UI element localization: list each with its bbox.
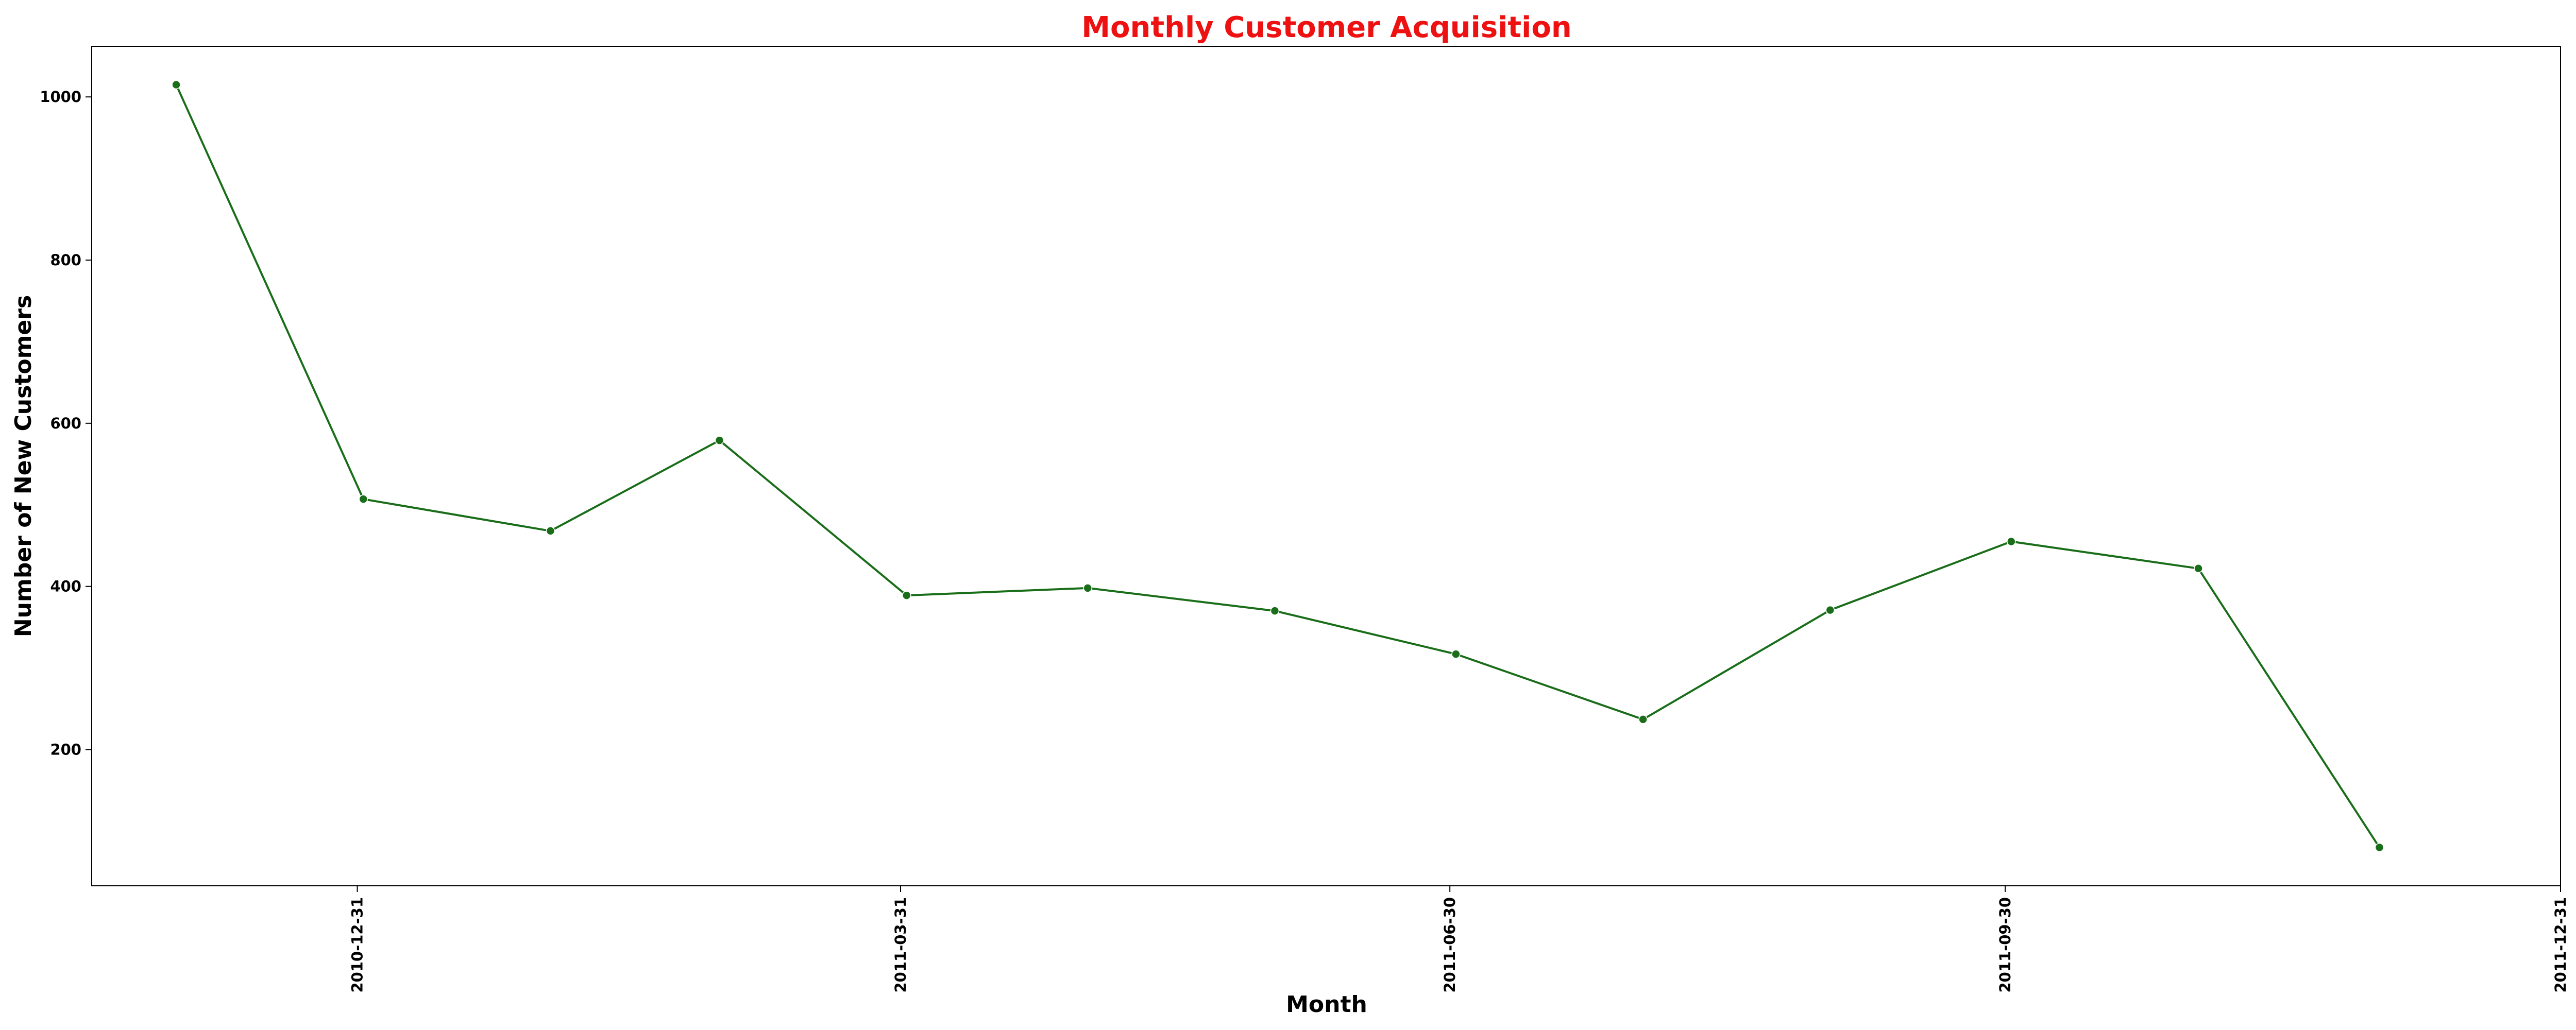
data-point xyxy=(1083,583,1092,593)
data-point xyxy=(1638,715,1648,724)
y-tick-label: 600 xyxy=(50,415,81,432)
y-tick-label: 200 xyxy=(50,741,81,758)
plot-area xyxy=(91,46,2561,886)
data-point xyxy=(1270,606,1280,615)
x-tick-label: 2011-06-30 xyxy=(1441,897,1459,993)
x-tick-label: 2011-03-31 xyxy=(892,897,909,993)
data-point xyxy=(1825,605,1835,615)
x-axis-label: Month xyxy=(1286,991,1367,1018)
data-point xyxy=(172,80,181,90)
data-point xyxy=(1451,649,1461,659)
y-tick-label: 800 xyxy=(50,251,81,269)
y-axis-label: Number of New Customers xyxy=(10,295,37,637)
x-axis: 2010-12-31 2011-03-31 2011-06-30 2011-09-30… xyxy=(349,886,2569,993)
data-point xyxy=(2194,564,2203,573)
x-tick-label: 2010-12-31 xyxy=(349,897,366,993)
series-line xyxy=(175,84,2381,848)
data-point xyxy=(359,494,368,504)
y-tick-label: 400 xyxy=(50,578,81,595)
data-point xyxy=(715,436,724,445)
data-point xyxy=(2375,843,2384,852)
series-group xyxy=(172,80,2384,852)
y-tick-label: 1000 xyxy=(40,88,81,106)
data-point xyxy=(546,526,555,536)
data-point xyxy=(2007,537,2016,546)
x-tick-label: 2011-09-30 xyxy=(1996,897,2014,993)
chart-title: Monthly Customer Acquisition xyxy=(1081,11,1571,44)
x-tick-label: 2011-12-31 xyxy=(2552,897,2569,993)
data-point xyxy=(902,591,911,600)
y-axis: 200 400 600 800 1000 xyxy=(40,88,92,758)
